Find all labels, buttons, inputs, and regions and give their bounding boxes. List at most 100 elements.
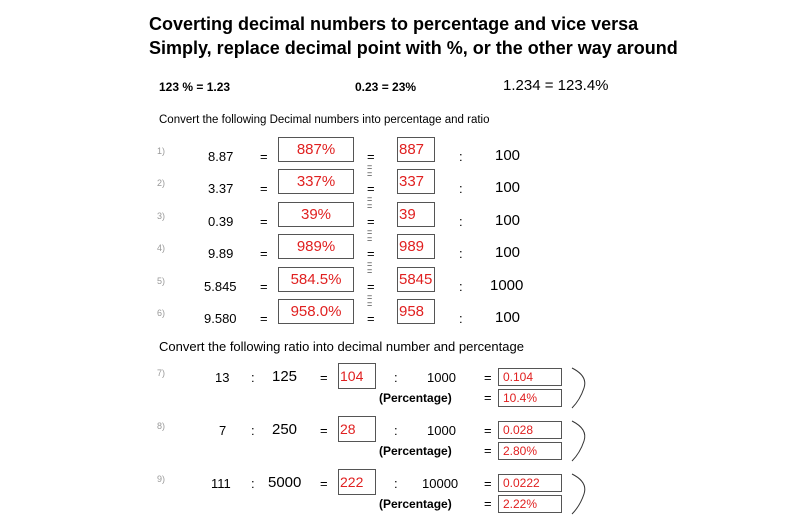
numerator-answer-box[interactable]: 989	[397, 234, 435, 260]
row-index: 4)	[157, 243, 166, 254]
equals-sign: =	[260, 213, 268, 229]
equals-sign: =	[484, 443, 492, 458]
colon-sign: :	[251, 370, 255, 385]
equals-sign: =	[367, 246, 375, 262]
numerator-answer-box[interactable]: 222	[338, 469, 376, 495]
colon-sign: :	[251, 423, 255, 438]
percentage-label: (Percentage)	[379, 497, 452, 511]
percentage-label: (Percentage)	[379, 444, 452, 458]
numerator-answer-box[interactable]: 39	[397, 201, 435, 227]
equals-sign: =	[320, 476, 328, 491]
decimal-value: 3.37	[208, 181, 234, 197]
example-1: 123 % = 1.23	[159, 80, 231, 94]
numerator-answer-box[interactable]: 28	[338, 416, 376, 442]
colon-sign: :	[394, 476, 398, 491]
equals-sign: =	[367, 278, 375, 294]
decimal-value: 8.87	[208, 149, 234, 164]
row-index: 3)	[157, 210, 166, 221]
page-title-line2: Simply, replace decimal point with %, or…	[149, 38, 678, 58]
denominator-value: 100	[495, 147, 521, 164]
row-index: 9)	[157, 474, 166, 484]
ratio-first-value: 13	[215, 370, 230, 385]
percent-answer-box[interactable]: 584.5%	[278, 266, 354, 292]
denominator-value: 100	[495, 211, 521, 229]
decimal-value: 5.845	[204, 278, 237, 294]
denominator-value: 1000	[427, 423, 456, 438]
numerator-answer-box[interactable]: 887	[397, 137, 435, 162]
page-title-line1: Coverting decimal numbers to percentage …	[149, 14, 639, 34]
denominator-value: 100	[495, 244, 521, 262]
denominator-value: 100	[495, 309, 521, 326]
equals-sign: =	[367, 181, 375, 197]
row-index: 8)	[157, 421, 166, 431]
percentage-label: (Percentage)	[379, 391, 452, 405]
equals-sign: =	[320, 370, 328, 385]
ratio-second-value: 125	[272, 368, 298, 385]
percent-answer-box[interactable]: 337%	[278, 169, 354, 195]
denominator-value: 1000	[427, 370, 456, 385]
decimal-value: 0.39	[208, 213, 234, 229]
row-index: 2)	[157, 178, 166, 189]
percent-answer-box[interactable]: 989%	[278, 234, 354, 260]
numerator-answer-box[interactable]: 5845	[397, 266, 435, 292]
equals-sign: =	[260, 246, 268, 262]
equals-sign: =	[320, 423, 328, 438]
colon-sign: :	[394, 423, 398, 438]
equals-sign: =	[260, 149, 268, 164]
equals-sign: =	[484, 476, 492, 491]
equals-sign: =	[367, 213, 375, 229]
example-2: 0.23 = 23%	[355, 80, 417, 94]
ratio-second-value: 5000	[268, 474, 302, 491]
colon-sign: :	[394, 370, 398, 385]
decimal-value: 9.89	[208, 246, 234, 262]
brace-mark	[571, 420, 586, 462]
percent-answer-box[interactable]: 2.22%	[498, 495, 562, 513]
equals-sign: =	[484, 423, 492, 438]
denominator-value: 100	[495, 179, 521, 197]
row-index: 5)	[157, 275, 166, 286]
equals-sign: = =	[367, 194, 373, 212]
brace-mark	[571, 367, 586, 409]
row-index: 1)	[157, 146, 166, 156]
colon-sign: :	[459, 278, 463, 294]
ratio-first-value: 111	[211, 476, 231, 491]
equals-sign: = =	[367, 291, 373, 309]
decimal-answer-box[interactable]: 0.0222	[498, 474, 562, 492]
percent-answer-box[interactable]: 887%	[278, 137, 354, 162]
numerator-answer-box[interactable]: 958	[397, 299, 435, 324]
colon-sign: :	[251, 476, 255, 491]
decimal-answer-box[interactable]: 0.104	[498, 368, 562, 386]
numerator-answer-box[interactable]: 337	[397, 169, 435, 195]
brace-mark	[571, 473, 586, 515]
decimal-answer-box[interactable]: 0.028	[498, 421, 562, 439]
equals-sign: =	[260, 311, 268, 326]
section2-instruction: Convert the following ratio into decimal…	[159, 339, 524, 354]
equals-sign: = =	[367, 226, 373, 244]
ratio-second-value: 250	[272, 421, 298, 438]
denominator-value: 1000	[490, 276, 524, 294]
percent-answer-box[interactable]: 39%	[278, 201, 354, 227]
numerator-answer-box[interactable]: 104	[338, 363, 376, 389]
decimal-value: 9.580	[204, 311, 237, 326]
equals-sign: =	[260, 278, 268, 294]
row-index: 7)	[157, 368, 166, 378]
equals-sign: =	[484, 496, 492, 511]
section1-instruction: Convert the following Decimal numbers in…	[159, 114, 490, 126]
colon-sign: :	[459, 311, 463, 326]
percent-answer-box[interactable]: 2.80%	[498, 442, 562, 460]
equals-sign: =	[260, 181, 268, 197]
equals-sign: =	[484, 370, 492, 385]
equals-sign: =	[367, 311, 375, 326]
example-3: 1.234 = 123.4%	[503, 77, 609, 94]
row-index: 6)	[157, 308, 166, 318]
colon-sign: :	[459, 181, 463, 197]
ratio-first-value: 7	[219, 423, 227, 438]
percent-answer-box[interactable]: 10.4%	[498, 389, 562, 407]
equals-sign: = =	[367, 259, 373, 277]
colon-sign: :	[459, 246, 463, 262]
colon-sign: :	[459, 213, 463, 229]
equals-sign: =	[484, 390, 492, 405]
percent-answer-box[interactable]: 958.0%	[278, 299, 354, 324]
denominator-value: 10000	[422, 476, 459, 491]
colon-sign: :	[459, 149, 463, 164]
